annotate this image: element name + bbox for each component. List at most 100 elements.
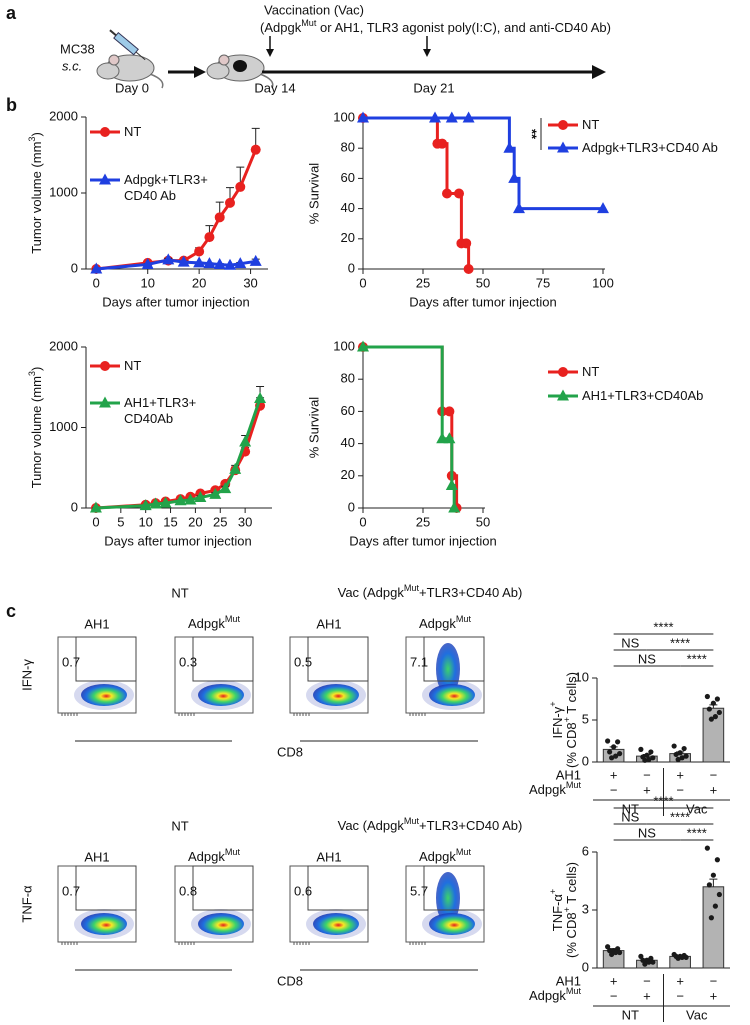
point xyxy=(139,499,152,511)
route: s.c. xyxy=(62,58,82,73)
legend-marker xyxy=(100,127,110,137)
significance-label: **** xyxy=(653,619,673,634)
gate xyxy=(423,636,485,682)
y-tick-label: 100 xyxy=(333,338,355,353)
superscript: Mut xyxy=(456,847,472,857)
y-tick-label: 0 xyxy=(348,499,355,514)
data-point xyxy=(712,714,718,720)
data-point xyxy=(617,751,623,757)
point xyxy=(254,392,267,404)
text-part: Adpgk xyxy=(188,849,225,864)
gate-percent: 0.6 xyxy=(294,883,312,898)
significance-label: **** xyxy=(653,793,673,808)
legend-marker xyxy=(557,389,569,401)
data-point xyxy=(704,845,710,851)
series-line xyxy=(363,116,471,269)
data-point xyxy=(708,915,714,921)
data-point xyxy=(613,949,619,956)
significance-label: **** xyxy=(687,651,707,666)
text-part: ) xyxy=(29,132,44,136)
column-label: AH1 xyxy=(316,616,341,631)
significance-label: NS xyxy=(621,809,639,824)
column-label: AdpgkMut xyxy=(419,847,472,864)
point xyxy=(90,262,103,274)
row-label: AH1 xyxy=(556,973,581,988)
sign: + xyxy=(710,988,718,1003)
point xyxy=(445,111,458,123)
point xyxy=(159,496,172,508)
mouse-ear xyxy=(218,54,230,66)
sign: + xyxy=(643,988,651,1003)
x-axis-label: Days after tumor injection xyxy=(349,533,496,548)
legend-marker xyxy=(99,396,111,408)
data-point xyxy=(675,955,681,961)
point xyxy=(184,493,197,505)
gate-percent: 0.5 xyxy=(294,654,312,669)
legend-label: AH1+TLR3+CD40Ab xyxy=(582,388,704,403)
y-tick-label: 0 xyxy=(582,753,589,768)
y-tick-label: 3 xyxy=(582,901,589,916)
y-tick-label: 80 xyxy=(341,140,355,155)
data-point xyxy=(710,700,716,706)
data-point xyxy=(646,756,652,763)
legend-label: Adpgk+TLR3+CD40 Ab xyxy=(582,140,718,155)
y-axis-label: % Survival xyxy=(306,397,321,459)
density-cloud xyxy=(313,684,359,706)
sign: − xyxy=(643,973,651,988)
point xyxy=(461,238,472,249)
density-cloud xyxy=(313,913,359,935)
y-tick-label: 1000 xyxy=(49,184,78,199)
point xyxy=(444,406,455,417)
superscript: + xyxy=(562,717,572,722)
y-tick-label: 0 xyxy=(348,260,355,275)
density-cloud xyxy=(198,913,244,935)
text-part: Adpgk xyxy=(419,616,456,631)
data-point xyxy=(677,750,683,756)
x-tick-label: 30 xyxy=(243,275,257,290)
significance-label: NS xyxy=(638,651,656,666)
sign: + xyxy=(710,782,718,797)
point xyxy=(224,258,236,270)
row-label: AdpgkMut xyxy=(529,780,582,797)
data-point xyxy=(642,961,648,967)
data-point xyxy=(673,751,679,758)
data-point xyxy=(611,744,617,750)
x-tick-label: 0 xyxy=(92,514,99,529)
tumor xyxy=(233,60,247,72)
point xyxy=(174,494,187,506)
gate-percent: 0.3 xyxy=(179,654,197,669)
point xyxy=(204,232,215,243)
x-axis-label: Days after tumor injection xyxy=(409,294,556,309)
legend-label: Adpgk+TLR3+ CD40 Ab xyxy=(124,172,208,203)
y-tick-label: 0 xyxy=(71,499,78,514)
point xyxy=(89,501,102,513)
data-point xyxy=(706,882,712,888)
arrow-head xyxy=(194,66,206,78)
legend-label: NT xyxy=(124,358,142,373)
point xyxy=(429,111,441,123)
data-point xyxy=(681,745,687,752)
cell-line: MC38 xyxy=(60,41,95,56)
point xyxy=(357,111,369,123)
point xyxy=(149,497,162,509)
sign: + xyxy=(676,767,684,782)
point xyxy=(597,202,609,214)
schematic-detail: (AdpgkMut or AH1, TLR3 agonist poly(I:C)… xyxy=(260,18,611,35)
significance-label: ** xyxy=(525,129,540,140)
y-tick-label: 5 xyxy=(582,711,589,726)
schematic-title: Vaccination (Vac) xyxy=(264,2,364,17)
data-point xyxy=(640,957,646,963)
density-cloud xyxy=(81,913,127,935)
day-label: Day 21 xyxy=(413,80,454,95)
legend-label: NT xyxy=(582,117,600,132)
point xyxy=(503,141,516,153)
y-tick-label: 60 xyxy=(341,170,355,185)
sign: + xyxy=(610,973,618,988)
point xyxy=(442,188,452,199)
point xyxy=(141,257,154,269)
gate xyxy=(307,636,369,682)
point xyxy=(203,257,216,269)
point xyxy=(229,462,242,474)
point xyxy=(443,432,456,444)
data-point xyxy=(710,872,716,878)
